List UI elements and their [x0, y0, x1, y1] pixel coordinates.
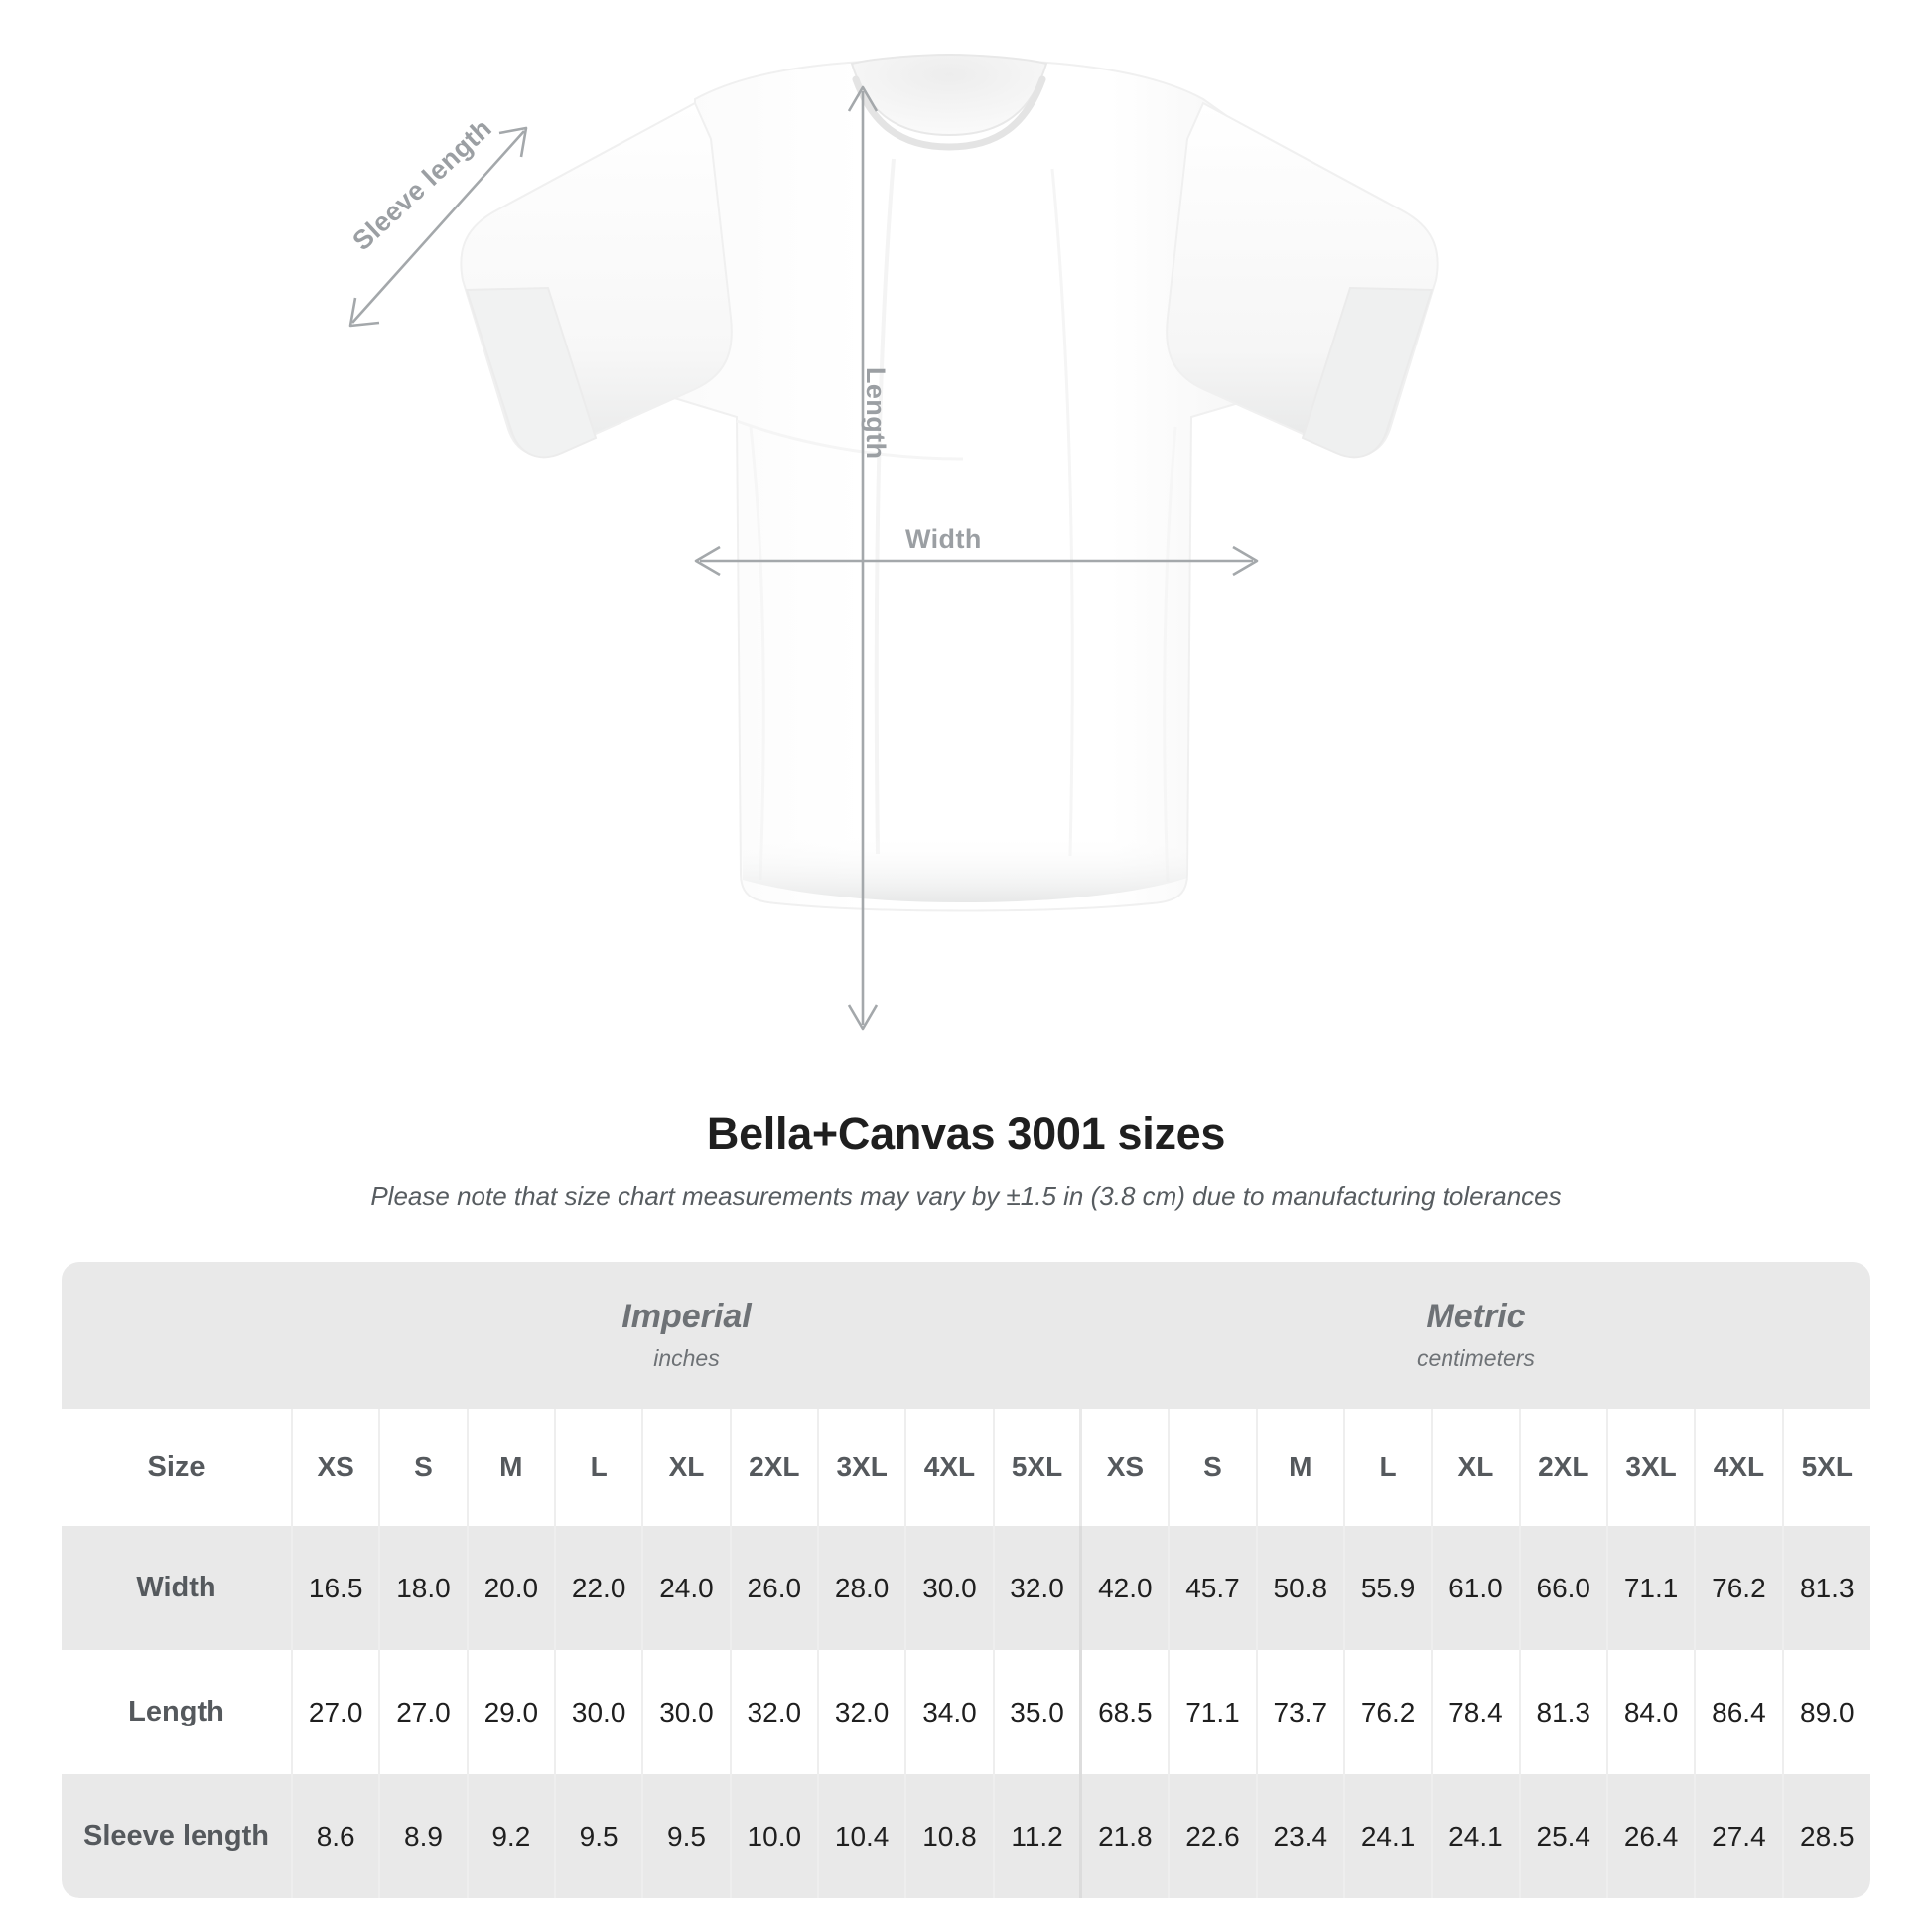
- cell-sleeve-length-metric-s: 22.6: [1168, 1774, 1257, 1898]
- cell-length-metric-l: 76.2: [1342, 1650, 1433, 1774]
- cell-length-imperial-xl: 30.0: [641, 1650, 731, 1774]
- row-header-sleeve-length: Sleeve length: [62, 1774, 292, 1898]
- cell-width-imperial-s: 18.0: [378, 1526, 468, 1650]
- cell-sleeve-length-metric-xs: 21.8: [1079, 1774, 1170, 1898]
- cell-sleeve-length-imperial-2xl: 10.0: [729, 1774, 818, 1898]
- size-header-5xl-imperial: 5XL: [992, 1409, 1081, 1526]
- cell-length-metric-m: 73.7: [1255, 1650, 1344, 1774]
- cell-length-metric-s: 71.1: [1168, 1650, 1257, 1774]
- cell-width-imperial-3xl: 28.0: [816, 1526, 906, 1650]
- cell-length-metric-xl: 78.4: [1431, 1650, 1520, 1774]
- cell-sleeve-length-imperial-xs: 8.6: [290, 1774, 380, 1898]
- cell-sleeve-length-imperial-5xl: 11.2: [992, 1774, 1081, 1898]
- size-header-xl-metric: XL: [1431, 1409, 1520, 1526]
- size-header-m-imperial: M: [466, 1409, 555, 1526]
- cell-length-imperial-5xl: 35.0: [992, 1650, 1081, 1774]
- cell-length-metric-2xl: 81.3: [1518, 1650, 1607, 1774]
- cell-length-metric-5xl: 89.0: [1781, 1650, 1870, 1774]
- cell-sleeve-length-imperial-xl: 9.5: [641, 1774, 731, 1898]
- cell-length-metric-4xl: 86.4: [1694, 1650, 1783, 1774]
- cell-width-metric-5xl: 81.3: [1781, 1526, 1870, 1650]
- size-header-4xl-imperial: 4XL: [904, 1409, 994, 1526]
- table-row: Length 27.0 27.0 29.0 30.0 30.0 32.0 32.0 34.0 35…: [62, 1650, 1870, 1774]
- cell-width-metric-2xl: 66.0: [1518, 1526, 1607, 1650]
- cell-width-imperial-4xl: 30.0: [904, 1526, 994, 1650]
- cell-width-metric-4xl: 76.2: [1694, 1526, 1783, 1650]
- cell-width-metric-3xl: 71.1: [1605, 1526, 1696, 1650]
- size-row-header-label: Size: [62, 1409, 292, 1526]
- cell-sleeve-length-metric-m: 23.4: [1255, 1774, 1344, 1898]
- size-header-2xl-metric: 2XL: [1518, 1409, 1607, 1526]
- cell-width-imperial-2xl: 26.0: [729, 1526, 818, 1650]
- page-title: Bella+Canvas 3001 sizes: [706, 1108, 1226, 1159]
- cell-width-imperial-xs: 16.5: [290, 1526, 380, 1650]
- cell-sleeve-length-metric-xl: 24.1: [1431, 1774, 1520, 1898]
- size-header-3xl-metric: 3XL: [1605, 1409, 1696, 1526]
- unit-header-row: Imperial inches Metric centimeters: [62, 1262, 1870, 1409]
- tolerance-note: Please note that size chart measurements…: [370, 1181, 1562, 1211]
- size-header-l-imperial: L: [553, 1409, 643, 1526]
- row-header-width: Width: [62, 1526, 292, 1650]
- cell-length-imperial-2xl: 32.0: [729, 1650, 818, 1774]
- heading-block: Bella+Canvas 3001 sizes Please note that…: [0, 1108, 1932, 1212]
- cell-width-imperial-l: 22.0: [553, 1526, 643, 1650]
- cell-width-imperial-5xl: 32.0: [992, 1526, 1081, 1650]
- cell-width-metric-s: 45.7: [1168, 1526, 1257, 1650]
- row-header-length: Length: [62, 1650, 292, 1774]
- cell-width-imperial-xl: 24.0: [641, 1526, 731, 1650]
- size-header-xs-imperial: XS: [290, 1409, 380, 1526]
- cell-sleeve-length-metric-5xl: 28.5: [1781, 1774, 1870, 1898]
- cell-length-imperial-l: 30.0: [553, 1650, 643, 1774]
- cell-length-imperial-4xl: 34.0: [904, 1650, 994, 1774]
- cell-length-imperial-xs: 27.0: [290, 1650, 380, 1774]
- size-header-2xl-imperial: 2XL: [729, 1409, 818, 1526]
- unit-group-name: Imperial: [621, 1297, 752, 1335]
- size-header-xs-metric: XS: [1079, 1409, 1170, 1526]
- cell-sleeve-length-metric-4xl: 27.4: [1694, 1774, 1783, 1898]
- size-chart-table: Imperial inches Metric centimeters Size XS S M L…: [62, 1262, 1870, 1898]
- size-header-3xl-imperial: 3XL: [816, 1409, 906, 1526]
- unit-group-imperial: Imperial inches: [292, 1262, 1081, 1409]
- size-header-xl-imperial: XL: [641, 1409, 731, 1526]
- table-corner-cell: [62, 1262, 292, 1409]
- cell-length-imperial-s: 27.0: [378, 1650, 468, 1774]
- cell-sleeve-length-imperial-3xl: 10.4: [816, 1774, 906, 1898]
- garment-illustration: Sleeve length Length Width: [346, 53, 1439, 1031]
- size-header-s-imperial: S: [378, 1409, 468, 1526]
- size-header-4xl-metric: 4XL: [1694, 1409, 1783, 1526]
- cell-width-metric-l: 55.9: [1342, 1526, 1433, 1650]
- cell-length-metric-xs: 68.5: [1079, 1650, 1170, 1774]
- tshirt-drawing: [348, 53, 1439, 1031]
- table-row: Sleeve length 8.6 8.9 9.2 9.5 9.5 10.0 10.4 10.8…: [62, 1774, 1870, 1898]
- cell-sleeve-length-metric-2xl: 25.4: [1518, 1774, 1607, 1898]
- unit-group-subtitle: inches: [653, 1345, 720, 1372]
- unit-group-metric: Metric centimeters: [1080, 1262, 1870, 1409]
- cell-sleeve-length-imperial-m: 9.2: [466, 1774, 555, 1898]
- cell-length-imperial-m: 29.0: [466, 1650, 555, 1774]
- cell-length-imperial-3xl: 32.0: [816, 1650, 906, 1774]
- cell-width-metric-xl: 61.0: [1431, 1526, 1520, 1650]
- cell-sleeve-length-metric-3xl: 26.4: [1605, 1774, 1696, 1898]
- cell-length-metric-3xl: 84.0: [1605, 1650, 1696, 1774]
- cell-sleeve-length-metric-l: 24.1: [1342, 1774, 1433, 1898]
- cell-width-imperial-m: 20.0: [466, 1526, 555, 1650]
- cell-sleeve-length-imperial-4xl: 10.8: [904, 1774, 994, 1898]
- cell-width-metric-xs: 42.0: [1079, 1526, 1170, 1650]
- cell-width-metric-m: 50.8: [1255, 1526, 1344, 1650]
- size-header-row: Size XS S M L XL 2XL 3XL 4XL 5XL XS S M L XL 2XL 3XL 4XL 5…: [62, 1409, 1870, 1526]
- cell-sleeve-length-imperial-s: 8.9: [378, 1774, 468, 1898]
- table-row: Width 16.5 18.0 20.0 22.0 24.0 26.0 28.0 30.0 32.…: [62, 1526, 1870, 1650]
- size-header-5xl-metric: 5XL: [1781, 1409, 1870, 1526]
- cell-sleeve-length-imperial-l: 9.5: [553, 1774, 643, 1898]
- size-header-s-metric: S: [1168, 1409, 1257, 1526]
- size-header-m-metric: M: [1255, 1409, 1344, 1526]
- unit-group-name: Metric: [1426, 1297, 1526, 1335]
- size-chart-table-container: Imperial inches Metric centimeters Size XS S M L…: [62, 1262, 1870, 1898]
- size-header-l-metric: L: [1342, 1409, 1433, 1526]
- unit-group-subtitle: centimeters: [1417, 1345, 1535, 1372]
